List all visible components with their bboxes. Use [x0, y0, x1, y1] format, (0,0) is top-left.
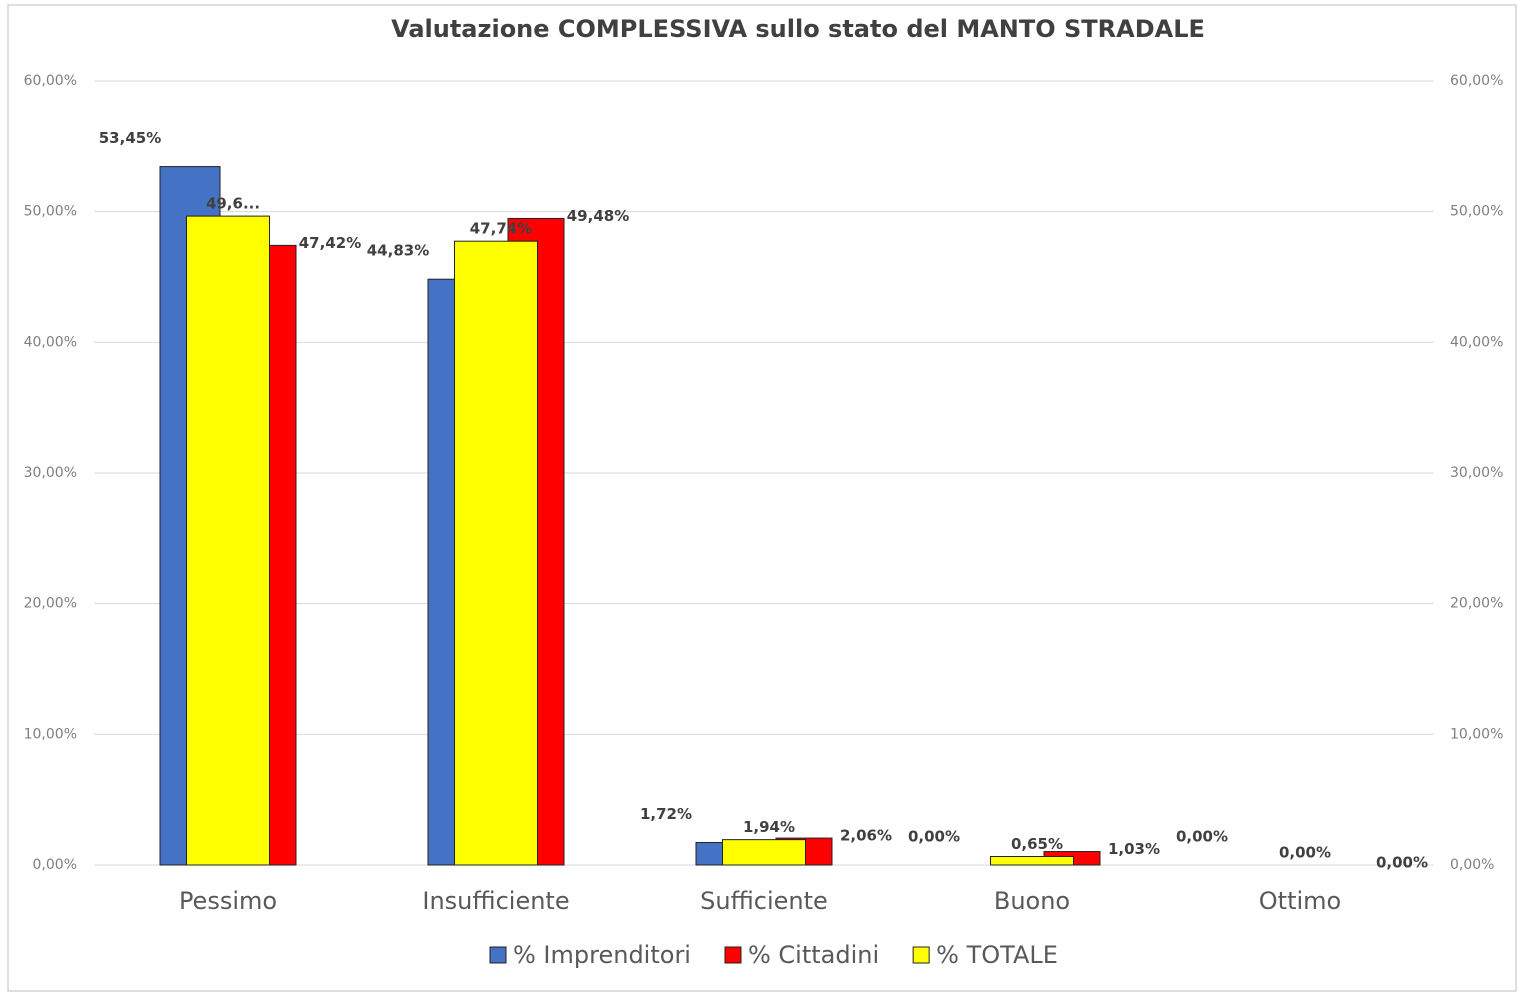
- x-tick-label: Sufficiente: [700, 887, 828, 915]
- data-label: 47,74%: [470, 220, 532, 238]
- y2-tick-label: 30,00%: [1450, 465, 1503, 481]
- legend-label: % Cittadini: [748, 941, 879, 969]
- data-label: 0,00%: [1279, 844, 1331, 862]
- data-label: 1,72%: [640, 805, 692, 823]
- y-tick-label: 20,00%: [24, 596, 77, 612]
- y-tick-label: 50,00%: [24, 204, 77, 220]
- y-tick-label: 30,00%: [24, 465, 77, 481]
- data-label: 0,00%: [1176, 828, 1228, 846]
- legend-swatch: [912, 946, 930, 964]
- y2-tick-label: 40,00%: [1450, 334, 1503, 350]
- y-tick-label: 40,00%: [24, 334, 77, 350]
- data-label: 44,83%: [367, 242, 429, 260]
- x-tick-label: Ottimo: [1259, 887, 1341, 915]
- y-tick-label: 0,00%: [33, 857, 77, 873]
- legend-label: % TOTALE: [936, 941, 1058, 969]
- bar: [722, 839, 806, 866]
- y-tick-label: 10,00%: [24, 726, 77, 742]
- x-tick-label: Pessimo: [179, 887, 277, 915]
- legend-swatch: [489, 946, 507, 964]
- legend-swatch: [724, 946, 742, 964]
- y2-tick-label: 10,00%: [1450, 726, 1503, 742]
- y-tick-label: 60,00%: [24, 73, 77, 89]
- x-tick-label: Buono: [994, 887, 1070, 915]
- data-label: 0,65%: [1011, 835, 1063, 853]
- data-label: 49,6...: [206, 195, 260, 213]
- data-label: 49,48%: [567, 207, 629, 225]
- data-label: 1,94%: [743, 818, 795, 836]
- legend-label: % Imprenditori: [513, 941, 691, 969]
- data-label: 53,45%: [99, 129, 161, 147]
- bar: [990, 856, 1074, 866]
- bar: [454, 240, 538, 866]
- data-label: 47,42%: [299, 234, 361, 252]
- y2-tick-label: 0,00%: [1450, 857, 1494, 873]
- x-tick-label: Insufficiente: [422, 887, 569, 915]
- y2-tick-label: 60,00%: [1450, 73, 1503, 89]
- data-label: 0,00%: [1376, 854, 1428, 872]
- data-label: 1,03%: [1108, 840, 1160, 858]
- y2-tick-label: 20,00%: [1450, 596, 1503, 612]
- chart-title: Valutazione COMPLESSIVA sullo stato del …: [391, 15, 1205, 43]
- y2-tick-label: 50,00%: [1450, 204, 1503, 220]
- data-label: 0,00%: [908, 828, 960, 846]
- bar: [186, 215, 270, 866]
- data-label: 2,06%: [840, 827, 892, 845]
